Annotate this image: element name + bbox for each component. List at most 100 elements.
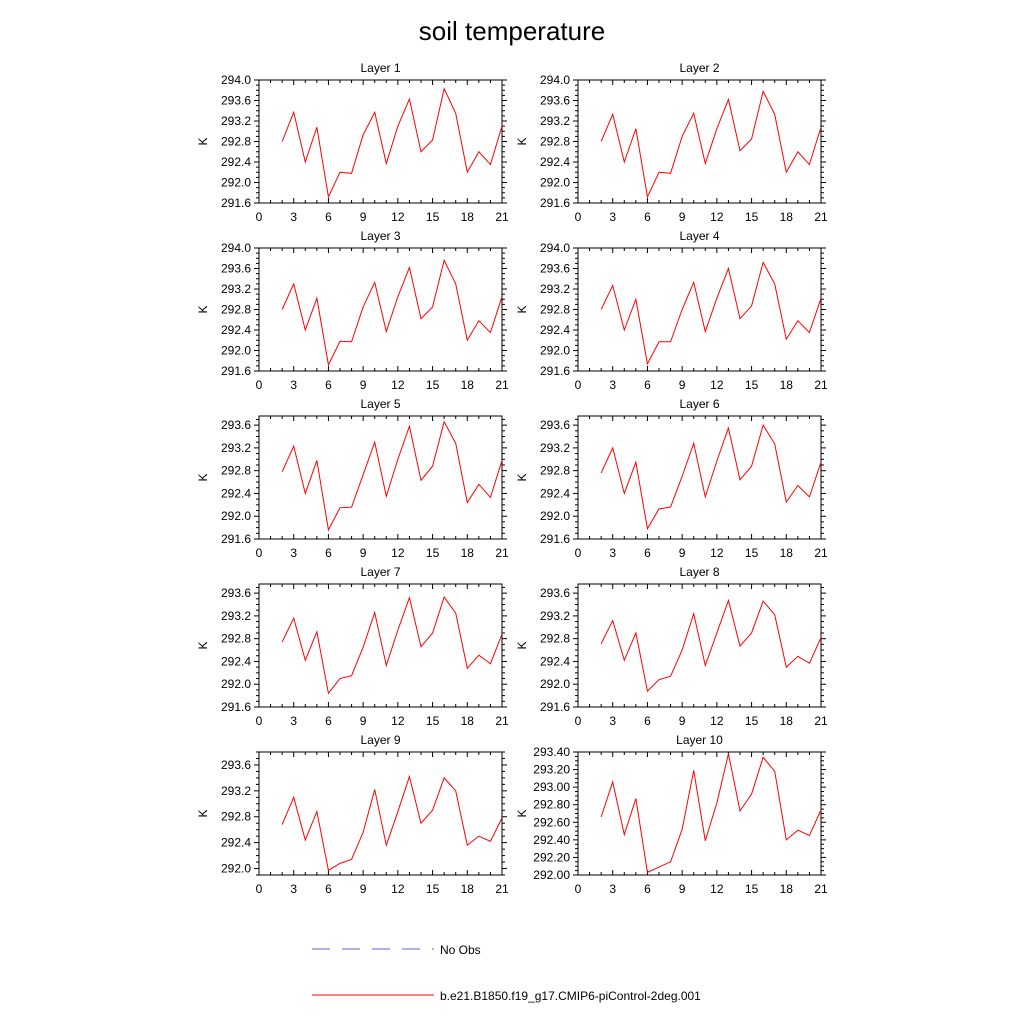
y-tick-label: 293.40 xyxy=(533,745,570,759)
y-tick-label: 292.0 xyxy=(540,509,570,523)
y-tick-label: 292.20 xyxy=(533,850,570,864)
y-tick-label: 293.6 xyxy=(540,94,570,108)
y-tick-label: 292.8 xyxy=(540,303,570,317)
y-tick-label: 291.6 xyxy=(221,700,251,714)
y-tick-label: 293.2 xyxy=(540,441,570,455)
x-tick-label: 21 xyxy=(495,378,509,392)
x-tick-label: 15 xyxy=(745,882,759,896)
x-tick-label: 21 xyxy=(814,714,828,728)
panel-title: Layer 7 xyxy=(360,565,400,579)
legend-model-label: b.e21.B1850.f19_g17.CMIP6-piControl-2deg… xyxy=(440,989,701,1003)
x-tick-label: 6 xyxy=(644,714,651,728)
panel-8: Layer 8 K 0 3 6 9 12 15 18 21 291.6 292.0 292.4 292.8… xyxy=(515,565,828,728)
y-tick-label: 292.4 xyxy=(540,323,570,337)
x-tick-label: 21 xyxy=(495,546,509,560)
y-tick-label: 292.0 xyxy=(221,677,251,691)
x-tick-label: 9 xyxy=(679,714,686,728)
x-tick-label: 9 xyxy=(360,378,367,392)
series-line xyxy=(600,260,822,366)
series-line xyxy=(281,420,503,532)
y-tick-label: 292.80 xyxy=(533,798,570,812)
x-tick-label: 15 xyxy=(426,882,440,896)
plot-frame xyxy=(258,583,503,708)
y-tick-label: 293.2 xyxy=(221,114,251,128)
x-tick-label: 0 xyxy=(256,882,263,896)
panel-7: Layer 7 K 0 3 6 9 12 15 18 21 291.6 292.0 292.4 292.8… xyxy=(196,565,509,728)
x-tick-label: 9 xyxy=(679,882,686,896)
y-tick-label: 293.6 xyxy=(221,94,251,108)
y-tick-label: 292.8 xyxy=(221,464,251,478)
series-line xyxy=(600,423,822,531)
panel-1: Layer 1 K 0 3 6 9 12 15 18 21 291.6 292.0 292.4 292.8… xyxy=(196,61,509,224)
x-tick-label: 12 xyxy=(710,378,724,392)
x-tick-label: 18 xyxy=(461,378,475,392)
y-tick-label: 293.6 xyxy=(221,586,251,600)
y-tick-label: 293.2 xyxy=(221,441,251,455)
panel-title: Layer 10 xyxy=(676,733,723,747)
x-tick-label: 15 xyxy=(426,546,440,560)
x-tick-label: 3 xyxy=(609,714,616,728)
plot-frame xyxy=(577,415,822,540)
y-axis-label: K xyxy=(196,473,210,481)
y-axis-label: K xyxy=(515,641,529,649)
x-tick-label: 18 xyxy=(780,882,794,896)
y-tick-label: 292.0 xyxy=(221,344,251,358)
x-tick-label: 9 xyxy=(679,378,686,392)
y-tick-label: 292.4 xyxy=(540,486,570,500)
y-tick-label: 292.4 xyxy=(221,323,251,337)
y-tick-label: 293.2 xyxy=(540,609,570,623)
y-tick-label: 293.2 xyxy=(221,784,251,798)
x-tick-label: 15 xyxy=(426,210,440,224)
x-tick-label: 15 xyxy=(745,714,759,728)
x-tick-label: 3 xyxy=(290,210,297,224)
x-tick-label: 12 xyxy=(391,546,405,560)
x-tick-label: 6 xyxy=(644,210,651,224)
panel-title: Layer 1 xyxy=(360,61,400,75)
y-tick-label: 293.2 xyxy=(221,282,251,296)
plot-frame xyxy=(577,79,822,204)
y-tick-label: 292.60 xyxy=(533,815,570,829)
x-tick-label: 18 xyxy=(780,210,794,224)
x-tick-label: 21 xyxy=(495,714,509,728)
y-tick-label: 291.6 xyxy=(221,196,251,210)
y-tick-label: 292.0 xyxy=(221,862,251,876)
y-tick-label: 294.0 xyxy=(221,241,251,255)
x-tick-label: 3 xyxy=(609,378,616,392)
x-tick-label: 12 xyxy=(710,714,724,728)
panel-6: Layer 6 K 0 3 6 9 12 15 18 21 291.6 292.0 292.4 292.8… xyxy=(515,397,828,560)
y-tick-label: 292.4 xyxy=(221,654,251,668)
x-tick-label: 21 xyxy=(814,378,828,392)
panel-5: Layer 5 K 0 3 6 9 12 15 18 21 291.6 292.0 292.4 292.8… xyxy=(196,397,509,560)
x-tick-label: 9 xyxy=(360,714,367,728)
x-tick-label: 12 xyxy=(391,210,405,224)
y-tick-label: 291.6 xyxy=(221,364,251,378)
x-tick-label: 21 xyxy=(814,882,828,896)
series-line xyxy=(281,87,503,199)
y-tick-label: 293.00 xyxy=(533,780,570,794)
x-tick-label: 0 xyxy=(575,210,582,224)
y-tick-label: 292.4 xyxy=(221,836,251,850)
series-line xyxy=(600,89,822,199)
y-axis-label: K xyxy=(196,809,210,817)
y-axis-label: K xyxy=(515,305,529,313)
y-tick-label: 293.2 xyxy=(221,609,251,623)
y-tick-label: 293.6 xyxy=(540,586,570,600)
x-tick-label: 15 xyxy=(426,714,440,728)
y-tick-label: 291.6 xyxy=(540,532,570,546)
x-tick-label: 3 xyxy=(609,546,616,560)
y-tick-label: 293.6 xyxy=(221,418,251,432)
series-line xyxy=(600,753,822,874)
y-tick-label: 292.8 xyxy=(540,135,570,149)
x-tick-label: 6 xyxy=(644,546,651,560)
x-tick-label: 9 xyxy=(360,546,367,560)
y-tick-label: 294.0 xyxy=(221,73,251,87)
series-line xyxy=(281,595,503,695)
x-tick-label: 3 xyxy=(290,378,297,392)
plot-frame xyxy=(258,751,503,876)
panel-title: Layer 8 xyxy=(679,565,719,579)
y-tick-label: 293.6 xyxy=(221,262,251,276)
y-tick-label: 292.8 xyxy=(221,632,251,646)
y-tick-label: 291.6 xyxy=(540,364,570,378)
y-tick-label: 292.0 xyxy=(540,677,570,691)
y-tick-label: 293.2 xyxy=(540,114,570,128)
